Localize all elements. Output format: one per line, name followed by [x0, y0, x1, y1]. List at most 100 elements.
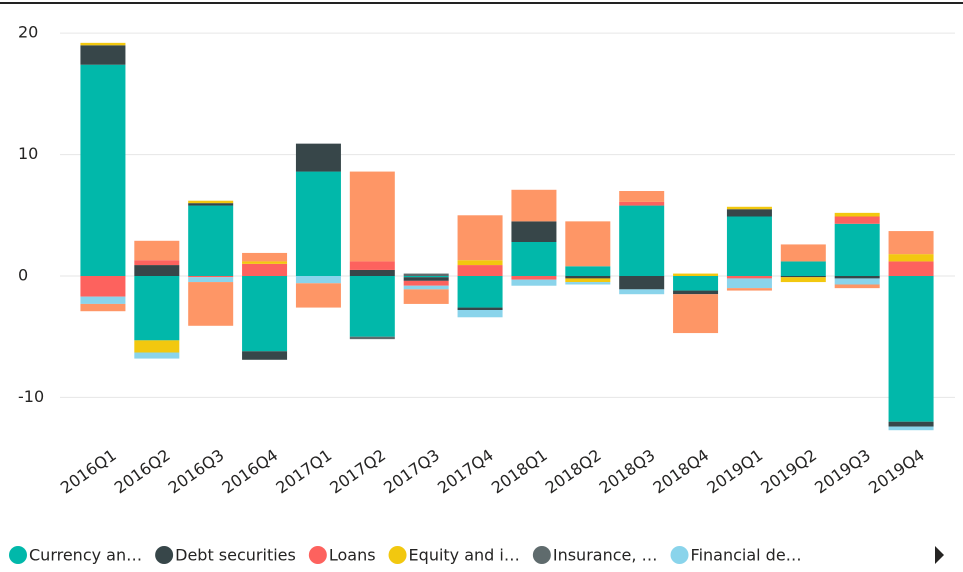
bar-segment [673, 294, 719, 334]
x-tick-label: 2019Q3 [811, 445, 874, 497]
bar-segment [134, 240, 180, 261]
legend-label: Debt securities [175, 546, 296, 565]
bar-segment [295, 143, 341, 172]
bar-segment [726, 206, 772, 210]
bar-segment [834, 276, 880, 279]
bar-segment [457, 260, 503, 266]
bar-segment [80, 42, 126, 46]
bar-segment [457, 215, 503, 261]
legend-label: Currency an… [29, 546, 142, 565]
legend-marker [9, 546, 27, 564]
bar-segment [349, 336, 395, 340]
bar-segment [188, 205, 234, 276]
bar-segment [188, 277, 234, 283]
legend-label: Loans [329, 546, 376, 565]
bar-segment [619, 191, 665, 202]
bar-segment [565, 266, 611, 276]
bar-segment [888, 421, 934, 427]
bar-segment [349, 171, 395, 262]
bar-segment [134, 340, 180, 353]
bar-segment [188, 203, 234, 206]
bar-segment [242, 261, 288, 264]
bar-segment [403, 276, 449, 278]
bar-segment [403, 277, 449, 281]
bar-segment [134, 260, 180, 266]
bar-segment [565, 282, 611, 285]
bar-segment [349, 269, 395, 276]
x-tick-label: 2018Q1 [488, 445, 551, 497]
bar-segment [295, 171, 341, 276]
bar-segment [295, 276, 341, 284]
bar-segment [834, 223, 880, 276]
bar-segment [565, 278, 611, 283]
bar-segment [780, 261, 826, 276]
bar-segment [242, 276, 288, 352]
x-tick-label: 2019Q1 [703, 445, 766, 497]
bar-segment [403, 280, 449, 286]
x-tick-label: 2018Q4 [650, 445, 713, 497]
bar-segment [780, 276, 826, 278]
bar-segment [619, 289, 665, 295]
bar-segment [673, 273, 719, 276]
legend-label: Equity and i… [409, 546, 520, 565]
bar-segment [80, 276, 126, 297]
bar-segment [888, 426, 934, 431]
bar-segment [242, 263, 288, 276]
legend-marker [670, 546, 689, 564]
bar-segment [457, 307, 503, 310]
bar-segment [457, 276, 503, 308]
y-tick-label: 20 [18, 23, 38, 42]
y-tick-label: -10 [18, 387, 44, 406]
bar-segment [565, 276, 611, 279]
legend-marker [308, 546, 327, 564]
bar-segment [673, 276, 719, 291]
bar-segment [619, 205, 665, 276]
bar-segment [188, 282, 234, 326]
bar-segment [80, 296, 126, 304]
bar-segment [134, 276, 180, 341]
bar-segment [511, 221, 557, 242]
bar-segment [511, 279, 557, 286]
legend-label: Insurance, … [553, 546, 658, 565]
bar-segment [834, 284, 880, 289]
x-tick-label: 2019Q2 [757, 445, 820, 497]
x-tick-label: 2019Q4 [865, 445, 928, 497]
bar-segment [188, 200, 234, 204]
bar-segment [726, 216, 772, 276]
bar-segment [780, 244, 826, 262]
bar-segment [80, 64, 126, 276]
bar-segment [888, 276, 934, 422]
bar-segment [511, 276, 557, 280]
bar-segment [188, 276, 234, 278]
bar-segment [295, 283, 341, 308]
bar-segment [726, 209, 772, 217]
bar-segment [403, 289, 449, 304]
bar-segment [619, 201, 665, 206]
x-tick-label: 2016Q3 [165, 445, 228, 497]
bar-segment [457, 265, 503, 276]
bar-segment [619, 276, 665, 290]
x-tick-label: 2018Q3 [596, 445, 659, 497]
bar-segment [242, 252, 288, 262]
bar-segment [888, 231, 934, 255]
bar-segment [565, 221, 611, 267]
legend-next-arrow[interactable] [935, 546, 944, 564]
bar-segment [242, 351, 288, 360]
y-tick-label: 0 [18, 266, 28, 285]
x-tick-label: 2017Q2 [326, 445, 389, 497]
bar-segment [834, 212, 880, 217]
x-tick-label: 2017Q4 [434, 445, 497, 497]
legend-marker [155, 546, 174, 564]
bar-segment [80, 303, 126, 312]
bar-segment [888, 254, 934, 262]
x-tick-label: 2016Q1 [57, 445, 120, 497]
bar-segment [834, 216, 880, 224]
bar-segment [349, 261, 395, 270]
bar-segment [726, 288, 772, 291]
x-tick-label: 2017Q1 [272, 445, 335, 497]
bar-segment [673, 290, 719, 295]
bar-segment [834, 278, 880, 285]
bar-segment [403, 273, 449, 276]
bar-segment [511, 189, 557, 222]
